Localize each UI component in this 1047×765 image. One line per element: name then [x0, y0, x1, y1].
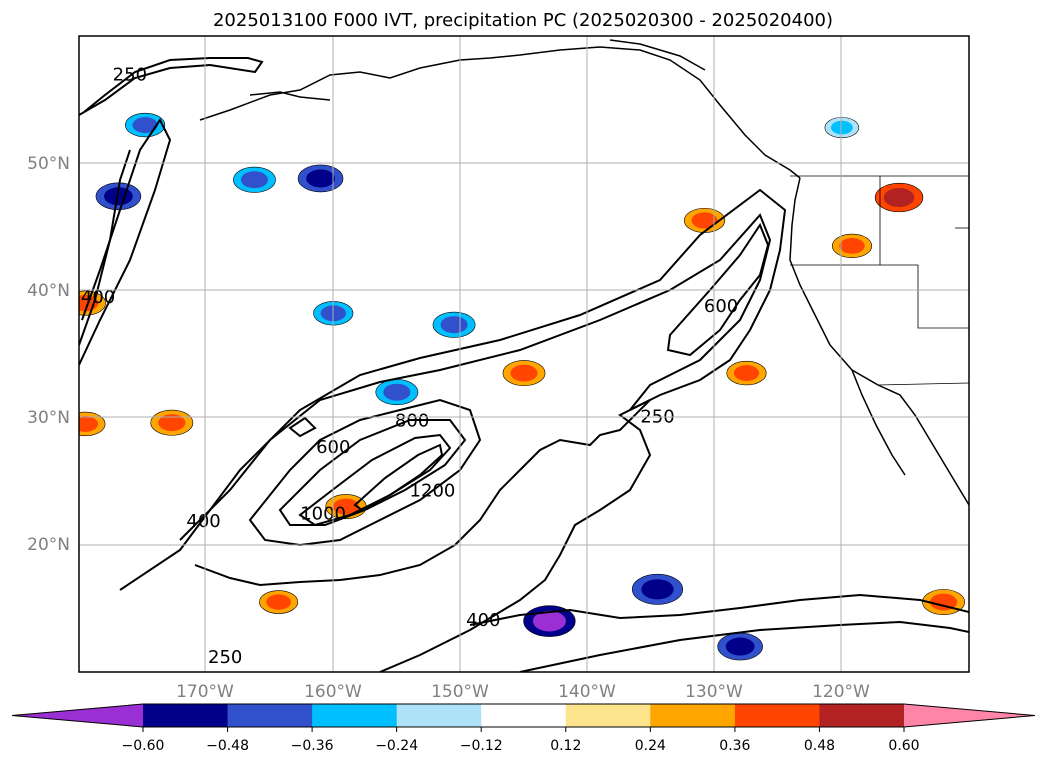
colorbar-over-extension [904, 704, 1035, 727]
colorbar-tick-label: −0.36 [291, 738, 334, 754]
ivt-contour-label: 600 [704, 296, 738, 317]
ivt-contour-1000 [298, 433, 452, 527]
precip-pc-blob [874, 182, 924, 213]
colorbar-segment [312, 704, 398, 727]
precip-pc-blob [683, 207, 726, 233]
lon-label-150w: 150°W [431, 682, 489, 702]
precipitation-pc-layer [79, 112, 965, 661]
ivt-contour-600 [666, 222, 770, 357]
ivt-contour-250 [79, 149, 131, 346]
colorbar-segment [819, 704, 905, 727]
ivt-contour-local [288, 416, 317, 438]
lat-label-40: 40°N [27, 281, 70, 301]
colorbar-segment [734, 704, 820, 727]
colorbar-segment [396, 704, 482, 727]
precip-pc-blob [79, 411, 106, 437]
latitude-labels: 20°N 30°N 40°N 50°N [27, 154, 70, 555]
gridlines [79, 36, 969, 672]
lon-label-170w: 170°W [176, 682, 234, 702]
ivt-contour-label: 1200 [410, 480, 456, 501]
ivt-contour-1200 [353, 443, 444, 512]
precip-pc-blob [375, 379, 419, 406]
us-mexico-border [877, 382, 969, 386]
lat-label-50: 50°N [27, 154, 70, 174]
alaska-coast [199, 46, 801, 179]
ivt-contour-label: 400 [81, 287, 115, 308]
lon-label-130w: 130°W [685, 682, 743, 702]
lat-label-30: 30°N [27, 408, 70, 428]
ivt-contour-label: 250 [208, 647, 242, 668]
precip-pc-blob [824, 117, 860, 139]
precip-pc-blob [502, 360, 546, 387]
colorbar-segment [227, 704, 313, 727]
ivt-contour-label: 250 [113, 65, 147, 86]
ivt-contour-label: 400 [466, 610, 500, 631]
colorbar-tick-label: −0.12 [460, 738, 503, 754]
colorbar-tick-label: −0.48 [206, 738, 249, 754]
colorbar-tick-label: 0.12 [550, 738, 581, 754]
colorbar-segment [481, 704, 567, 727]
ivt-contour-400 [469, 593, 969, 626]
precip-pc-blob [432, 311, 476, 338]
colorbar-tick-label: 0.36 [719, 738, 750, 754]
baja-coast [851, 369, 906, 476]
ivt-contour-label: 1000 [300, 503, 346, 524]
borders [790, 175, 969, 386]
precip-pc-blob [150, 409, 194, 436]
precip-pc-blob [631, 573, 684, 605]
precip-pc-blob [831, 233, 873, 259]
chart-title: 2025013100 F000 IVT, precipitation PC (2… [213, 10, 833, 31]
precip-pc-blob [259, 590, 299, 614]
precip-pc-blob [233, 166, 276, 193]
ivt-contour-250 [79, 57, 264, 116]
aleutian-coast [249, 91, 331, 101]
precip-pc-blob [297, 164, 344, 193]
precip-pc-blob [726, 360, 767, 386]
lon-label-140w: 140°W [558, 682, 616, 702]
colorbar-tick-label: 0.48 [804, 738, 835, 754]
colorbar-under-extension [12, 704, 143, 727]
precip-pc-blob [125, 112, 166, 138]
longitude-labels: 170°W 160°W 150°W 140°W 130°W 120°W [176, 682, 870, 702]
colorbar-tick-label: 0.24 [635, 738, 666, 754]
ivt-contour-label: 400 [186, 511, 220, 532]
ivt-contour-250 [119, 188, 787, 672]
north-coast [609, 39, 706, 71]
ivt-contour-800 [278, 419, 467, 526]
colorbar-segment [650, 704, 736, 727]
colorbar: −0.60 −0.48 −0.36 −0.24 −0.12 0.12 0.24 0.36 0.4… [11, 703, 1036, 754]
ivt-contour-400 [179, 213, 772, 587]
colorbar-tick-label: 0.60 [888, 738, 919, 754]
coastlines [199, 39, 969, 506]
state-border [880, 264, 969, 329]
precip-pc-blob [95, 182, 142, 211]
lon-label-120w: 120°W [812, 682, 870, 702]
colorbar-segment [565, 704, 651, 727]
colorbar-segment [143, 704, 229, 727]
colorbar-tick-label: −0.60 [122, 738, 165, 754]
ivt-contour-label: 800 [395, 411, 429, 432]
map-frame [78, 35, 970, 673]
colorbar-tick-label: −0.24 [375, 738, 418, 754]
precip-pc-blob [717, 632, 763, 661]
ivt-contour-250 [519, 620, 969, 672]
lat-label-20: 20°N [27, 535, 70, 555]
lon-label-160w: 160°W [304, 682, 362, 702]
